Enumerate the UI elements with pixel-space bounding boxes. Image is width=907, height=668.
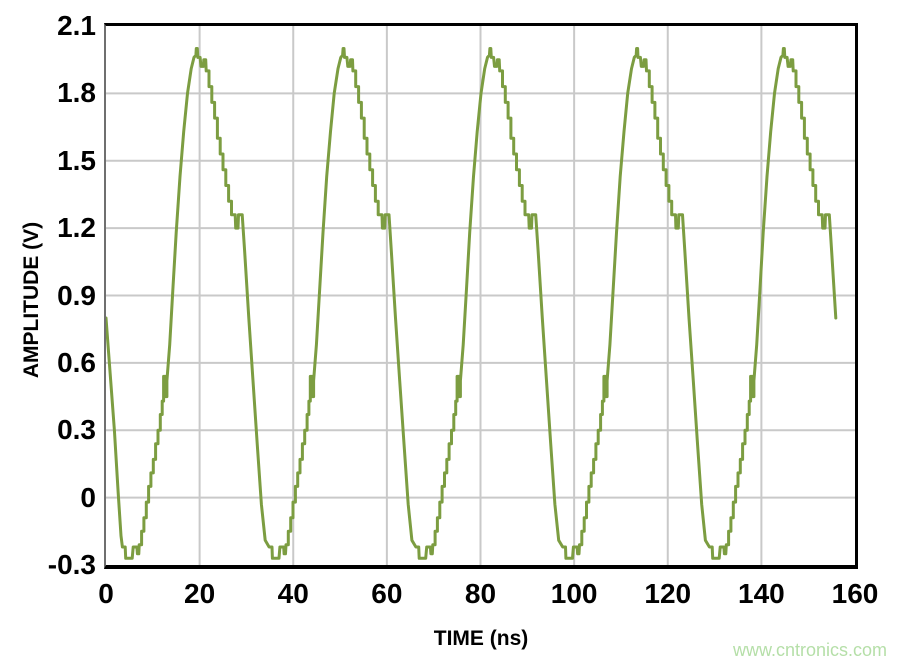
x-tick-label: 60 <box>371 578 403 609</box>
y-tick-label: 1.2 <box>57 212 96 244</box>
x-axis-title: TIME (ns) <box>433 627 529 650</box>
x-tick-label: 160 <box>831 578 879 609</box>
y-tick-label: 0.6 <box>57 346 96 378</box>
watermark-text: www.cntronics.com <box>732 640 887 660</box>
y-tick-label: 2.1 <box>57 10 96 41</box>
waveform-svg <box>106 26 855 565</box>
x-tick-label: 80 <box>464 578 497 609</box>
x-tick-label: 20 <box>184 578 216 609</box>
y-tick-label: -0.3 <box>47 549 96 580</box>
x-tick-label: 40 <box>277 578 309 609</box>
waveform-trace <box>106 47 838 560</box>
x-tick-label: 100 <box>550 578 598 609</box>
x-tick-label: 0 <box>98 578 114 609</box>
y-tick-label: 0 <box>80 481 96 513</box>
x-tick-label: 120 <box>644 578 692 609</box>
y-tick-label: 0.9 <box>57 279 96 311</box>
y-tick-label: 1.8 <box>57 77 96 109</box>
y-tick-label: 0.3 <box>57 414 96 446</box>
plot-area <box>104 23 858 569</box>
y-tick-label: 1.5 <box>57 144 96 176</box>
x-tick-label: 140 <box>738 578 785 609</box>
